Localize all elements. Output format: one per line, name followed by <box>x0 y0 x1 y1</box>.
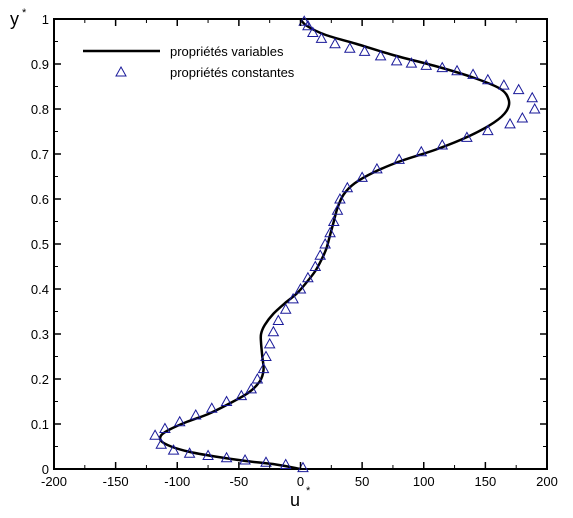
triangle-marker <box>420 59 433 70</box>
triangle-marker <box>327 215 340 226</box>
triangle-marker <box>309 260 322 271</box>
y-axis-label: y <box>10 9 19 29</box>
triangle-marker <box>405 57 418 68</box>
x-tick-label: 150 <box>475 474 497 489</box>
triangle-marker <box>371 162 383 174</box>
triangle-marker <box>324 226 336 238</box>
triangle-marker <box>298 15 311 26</box>
triangle-marker <box>528 102 541 114</box>
triangle-marker <box>516 111 529 123</box>
triangle-marker <box>167 444 180 455</box>
triangle-marker <box>315 32 328 43</box>
legend-label-variable: propriétés variables <box>170 44 284 59</box>
y-axis-label-star: * <box>22 7 27 19</box>
triangle-marker <box>331 204 344 215</box>
triangle-marker <box>302 271 314 283</box>
triangle-marker <box>235 389 248 401</box>
y-tick-label: 0.7 <box>31 147 49 162</box>
x-axis-label: u <box>290 490 300 510</box>
triangle-marker <box>272 314 285 325</box>
x-tick-label: -100 <box>164 474 190 489</box>
triangle-marker <box>356 171 368 182</box>
y-tick-label: 1 <box>42 12 49 27</box>
y-axis: 0 0.1 0.2 0.3 0.4 0.5 0.6 0.7 0.8 0.9 1 <box>31 12 547 477</box>
y-tick-label: 0 <box>42 462 49 477</box>
y-tick-label: 0.3 <box>31 327 49 342</box>
triangle-marker <box>481 73 494 85</box>
triangle-marker <box>260 350 272 361</box>
triangle-marker <box>267 325 280 337</box>
triangle-marker <box>314 249 327 260</box>
triangle-marker <box>239 453 251 465</box>
y-tick-label: 0.1 <box>31 417 49 432</box>
triangle-marker <box>220 451 233 463</box>
x-tick-label: -50 <box>229 474 248 489</box>
triangle-marker <box>498 79 510 90</box>
triangle-marker <box>251 372 264 384</box>
x-tick-label: -200 <box>41 474 67 489</box>
x-axis: -200 -150 -100 -50 0 50 100 150 200 <box>41 19 558 489</box>
triangle-marker <box>149 429 161 440</box>
triangle-marker <box>245 382 258 394</box>
triangle-marker <box>183 447 196 458</box>
triangle-marker <box>451 64 463 76</box>
triangle-marker <box>202 449 214 460</box>
triangle-marker <box>189 408 202 420</box>
triangle-marker <box>343 42 356 53</box>
legend: propriétés variables propriétés constant… <box>83 44 295 80</box>
triangle-marker <box>334 192 346 204</box>
triangle-marker <box>341 181 354 193</box>
triangle-marker <box>159 422 171 433</box>
triangle-marker <box>374 49 387 61</box>
triangle-marker <box>393 153 405 164</box>
y-tick-label: 0.9 <box>31 57 49 72</box>
triangle-marker <box>358 45 371 56</box>
triangle-marker <box>319 237 331 249</box>
triangle-marker <box>481 124 494 136</box>
x-tick-label: -150 <box>103 474 129 489</box>
triangle-marker <box>155 438 168 449</box>
triangle-marker <box>512 83 525 95</box>
x-tick-label: 0 <box>297 474 304 489</box>
y-tick-label: 0.6 <box>31 192 49 207</box>
triangle-marker <box>467 68 479 79</box>
triangle-marker <box>294 282 307 294</box>
y-tick-label: 0.8 <box>31 102 49 117</box>
triangle-marker <box>436 61 449 73</box>
triangle-marker <box>297 461 309 473</box>
triangle-marker <box>504 117 516 129</box>
triangle-marker <box>329 37 341 49</box>
triangle-marker <box>436 138 449 150</box>
triangle-marker <box>526 91 539 103</box>
legend-label-constant: propriétés constantes <box>170 65 295 80</box>
triangle-marker <box>415 145 428 157</box>
y-tick-label: 0.2 <box>31 372 49 387</box>
legend-triangle-swatch <box>115 65 127 77</box>
x-tick-label: 200 <box>536 474 558 489</box>
triangle-marker <box>279 303 292 314</box>
y-tick-label: 0.5 <box>31 237 49 252</box>
x-tick-label: 50 <box>355 474 369 489</box>
x-tick-label: 100 <box>413 474 435 489</box>
triangle-marker <box>260 456 272 467</box>
triangle-marker <box>220 395 233 406</box>
triangle-marker <box>390 54 403 66</box>
triangle-marker <box>461 131 473 142</box>
triangle-marker <box>205 402 218 413</box>
triangle-marker <box>306 26 319 37</box>
triangle-marker <box>263 337 276 349</box>
triangle-marker <box>173 415 186 427</box>
plot-area <box>53 15 548 473</box>
x-axis-label-star: * <box>306 485 311 497</box>
series-line-variable <box>158 18 511 471</box>
triangle-marker <box>287 292 299 304</box>
triangle-marker <box>257 362 270 374</box>
triangle-marker <box>279 458 292 469</box>
y-tick-label: 0.4 <box>31 282 49 297</box>
plot-frame <box>53 18 548 470</box>
